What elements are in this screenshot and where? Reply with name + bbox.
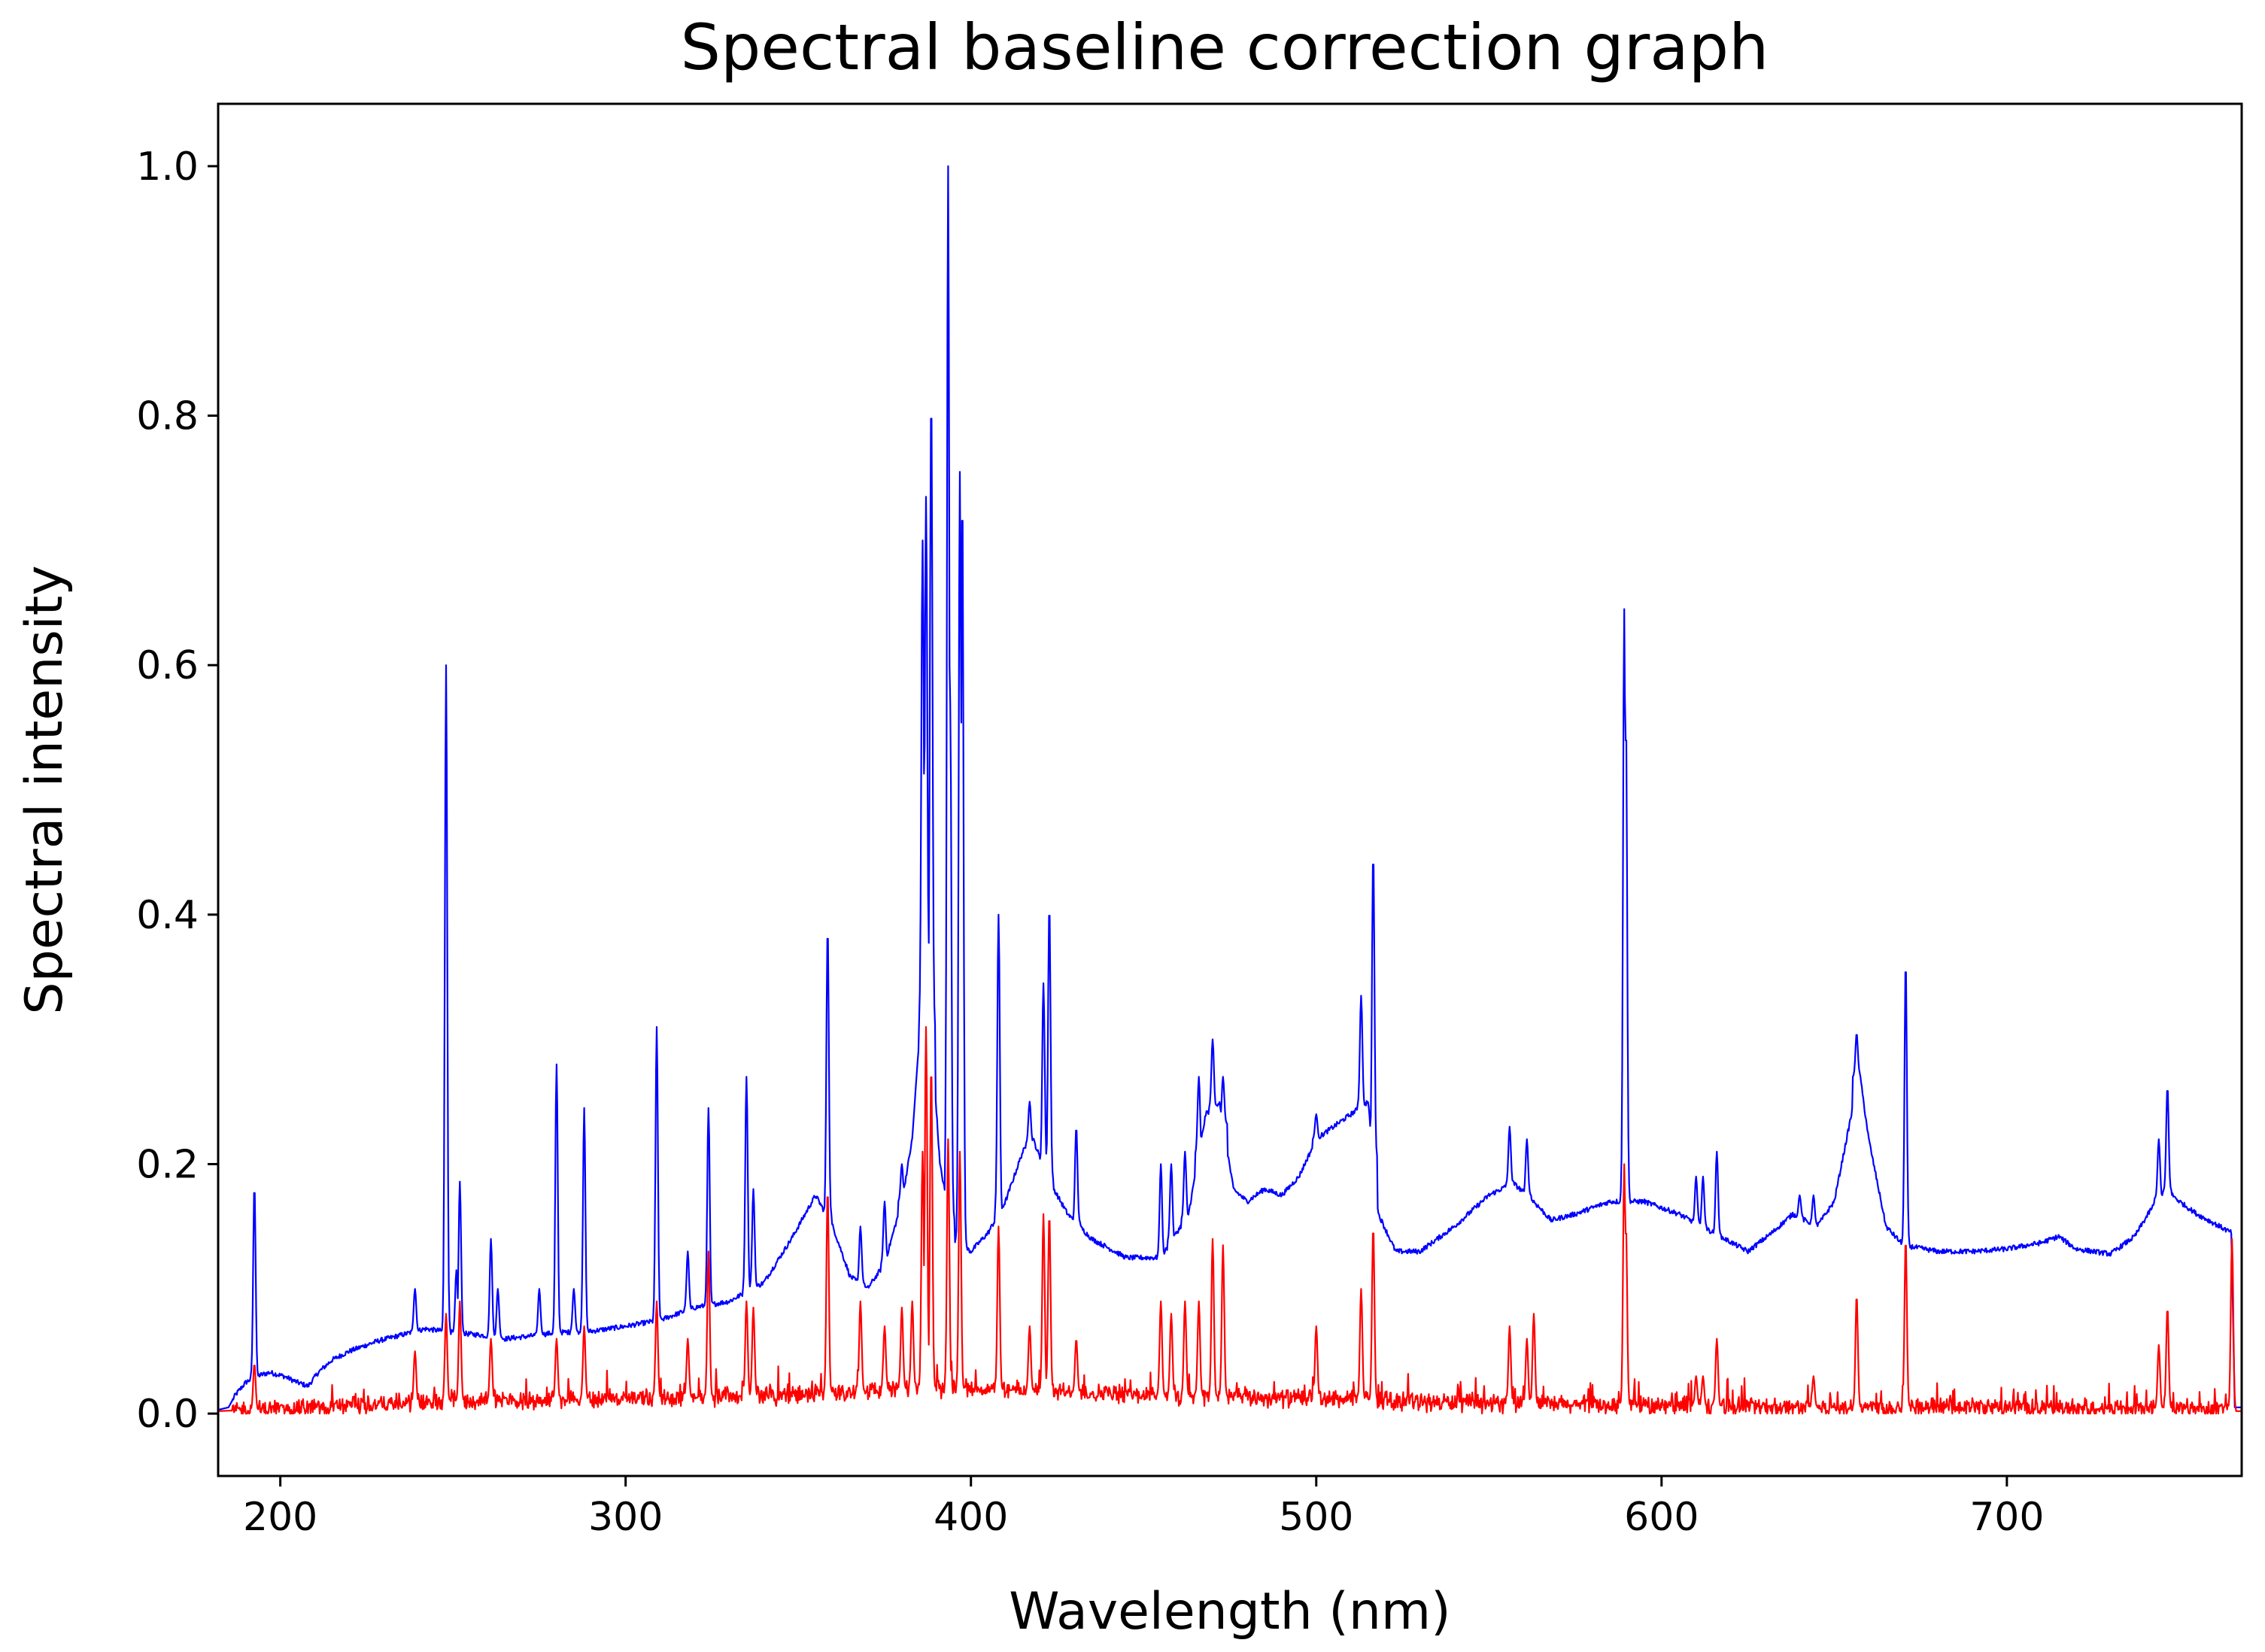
x-tick-label: 700 <box>1969 1495 2044 1540</box>
y-tick-label: 1.0 <box>136 144 199 190</box>
y-axis-label: Spectral intensity <box>15 565 74 1014</box>
x-tick-label: 200 <box>243 1495 317 1540</box>
y-tick-label: 0.4 <box>136 893 199 938</box>
y-tick-label: 0.2 <box>136 1142 199 1187</box>
y-axis-ticks: 0.0 0.2 0.4 0.6 0.8 1.0 <box>136 144 218 1437</box>
chart-title: Spectral baseline correction graph <box>681 11 1769 84</box>
series-line-1 <box>217 1026 2242 1415</box>
y-tick-label: 0.8 <box>136 394 199 439</box>
x-tick-label: 500 <box>1279 1495 1353 1540</box>
plot-frame <box>217 102 2243 1477</box>
x-tick-label: 600 <box>1624 1495 1699 1540</box>
x-tick-label: 400 <box>934 1495 1008 1540</box>
y-tick-label: 0.0 <box>136 1392 199 1437</box>
x-axis-ticks: 200 300 400 500 600 700 <box>243 1476 2044 1540</box>
y-tick-label: 0.6 <box>136 643 199 688</box>
plot-series <box>217 165 2242 1415</box>
x-tick-label: 300 <box>588 1495 663 1540</box>
series-line-0 <box>217 165 2242 1411</box>
x-axis-label: Wavelength (nm) <box>1009 1582 1450 1641</box>
